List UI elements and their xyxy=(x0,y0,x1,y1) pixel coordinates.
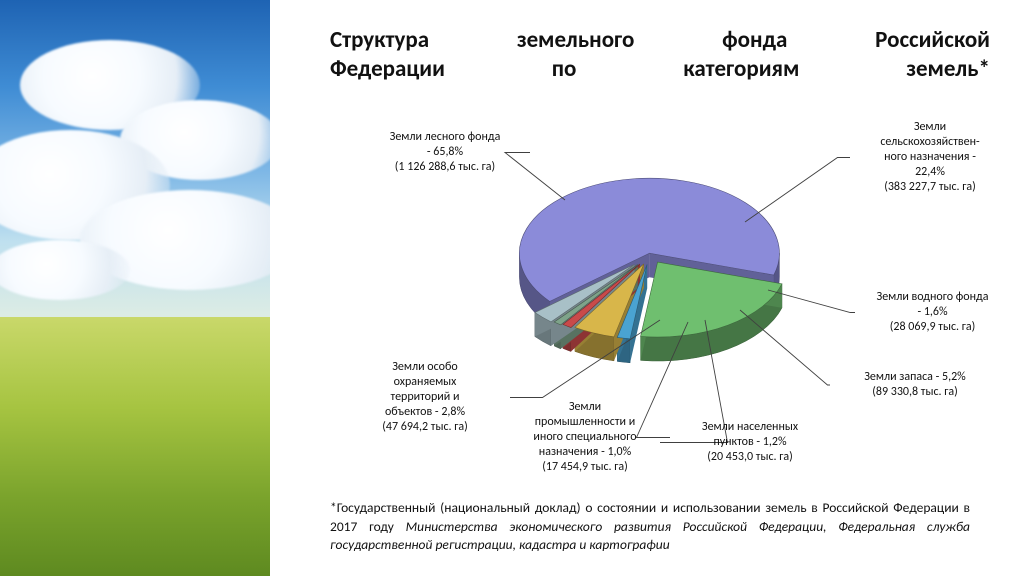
callout-industry: Земли промышленности и иного специальног… xyxy=(500,400,670,475)
callout-agri: Земли сельскохозяйствен- ного назначения… xyxy=(850,120,1010,195)
pie-slice-wall xyxy=(630,264,647,362)
pie-slice-wall xyxy=(571,264,640,352)
pie-slice-side xyxy=(617,337,630,362)
callout-reserve: Земли запаса - 5,2% (89 330,8 тыс. га) xyxy=(830,370,1000,400)
footnote: *Государственный (национальный доклад) о… xyxy=(330,499,970,554)
slide: Структура земельного фонда Российской Фе… xyxy=(0,0,1024,576)
pie-slice-wall xyxy=(617,264,647,361)
callout-settlements: Земли населенных пунктов - 1,2% (20 453,… xyxy=(660,420,840,465)
pie-slice-side xyxy=(641,284,782,361)
footnote-italic: Министерства экономического развития Рос… xyxy=(330,518,970,553)
landscape-photo xyxy=(0,0,270,576)
pie-slice-wall xyxy=(563,264,640,348)
pie-slice-side xyxy=(519,253,549,325)
pie-slice-water xyxy=(617,264,647,338)
leader-water xyxy=(768,290,855,313)
pie-slice-wall xyxy=(649,253,773,299)
pie-slice-forest xyxy=(519,178,779,301)
pie-slice-industry xyxy=(554,264,637,324)
leader-agri xyxy=(745,158,850,223)
callout-forest: Земли лесного фонда - 65,8% (1 126 288,6… xyxy=(360,130,530,175)
grass xyxy=(0,317,270,576)
pie-slice-side xyxy=(774,253,780,299)
pie-slice-side xyxy=(554,322,560,349)
leader-protected xyxy=(510,320,660,398)
pie-slice-wall xyxy=(535,264,635,336)
callout-water: Земли водного фонда - 1,6% (28 069,9 тыс… xyxy=(855,290,1010,335)
pie-slice-wall xyxy=(550,253,650,325)
pie-slice-wall xyxy=(641,262,658,360)
title-line1: Структура земельного фонда Российской xyxy=(330,26,990,55)
pie-slice-wall xyxy=(551,264,634,346)
pie-slice-wall xyxy=(575,264,644,352)
pie-slice-protected xyxy=(535,264,635,322)
pie-slice-side xyxy=(535,313,551,346)
pie-slice-settlements xyxy=(563,264,640,328)
page-title: Структура земельного фонда Российской Фе… xyxy=(330,26,990,84)
callout-protected: Земли особо охраняемых территорий и объе… xyxy=(340,360,510,435)
title-line2: Федерации по категориям земель* xyxy=(330,55,990,84)
leader-reserve xyxy=(740,310,830,385)
pie-slice-side xyxy=(575,327,614,360)
pie-slice-agri xyxy=(641,262,782,337)
pie-slice-wall xyxy=(554,264,637,346)
pie-slice-reserve xyxy=(575,264,644,337)
pie-slice-wall xyxy=(658,262,782,308)
pie-slice-side xyxy=(563,324,571,351)
pie-slice-wall xyxy=(614,264,644,361)
pie-slice-wall xyxy=(561,264,638,348)
